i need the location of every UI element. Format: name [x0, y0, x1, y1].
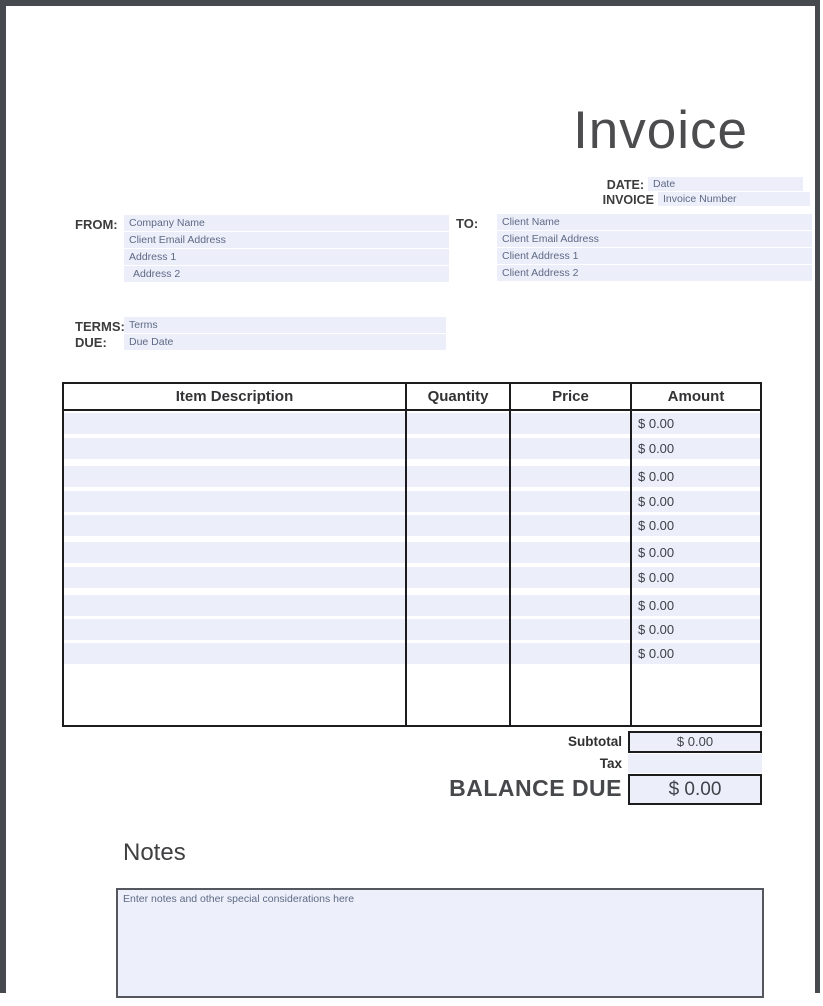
table-row: $ 0.00 — [64, 491, 760, 512]
terms-input[interactable] — [124, 317, 446, 333]
quantity-cell[interactable] — [407, 438, 509, 459]
amount-cell[interactable]: $ 0.00 — [632, 413, 760, 434]
price-cell[interactable] — [511, 438, 630, 459]
quantity-cell[interactable] — [407, 466, 509, 487]
amount-cell[interactable]: $ 0.00 — [632, 619, 760, 640]
line-items-table: Item Description Quantity Price Amount $… — [62, 382, 762, 727]
subtotal-value: $ 0.00 — [628, 731, 762, 753]
item-description-cell[interactable] — [64, 542, 405, 563]
quantity-cell[interactable] — [407, 643, 509, 664]
from-address2-input[interactable] — [124, 266, 449, 282]
page-title: Invoice — [573, 101, 748, 160]
to-address2-input[interactable] — [497, 265, 812, 281]
table-body: $ 0.00 $ 0.00 $ 0.00 $ 0.00 — [64, 411, 760, 725]
quantity-cell[interactable] — [407, 619, 509, 640]
price-cell[interactable] — [511, 466, 630, 487]
item-description-cell[interactable] — [64, 515, 405, 536]
price-cell[interactable] — [511, 491, 630, 512]
due-label: DUE: — [75, 335, 107, 350]
to-address1-input[interactable] — [497, 248, 812, 264]
notes-title: Notes — [123, 839, 186, 866]
date-label: DATE: — [606, 178, 644, 192]
from-fields — [124, 215, 449, 282]
item-description-cell[interactable] — [64, 438, 405, 459]
header-divider — [64, 409, 760, 411]
table-row: $ 0.00 — [64, 413, 760, 434]
subtotal-label: Subtotal — [568, 734, 622, 749]
notes-textarea[interactable] — [116, 888, 764, 998]
item-description-cell[interactable] — [64, 567, 405, 588]
column-divider — [509, 384, 511, 725]
column-divider — [405, 384, 407, 725]
column-divider — [630, 384, 632, 725]
price-cell[interactable] — [511, 413, 630, 434]
item-description-cell[interactable] — [64, 413, 405, 434]
item-description-cell[interactable] — [64, 595, 405, 616]
to-client-name-input[interactable] — [497, 214, 812, 230]
price-cell[interactable] — [511, 515, 630, 536]
quantity-cell[interactable] — [407, 567, 509, 588]
table-row: $ 0.00 — [64, 515, 760, 536]
amount-cell[interactable]: $ 0.00 — [632, 491, 760, 512]
quantity-cell[interactable] — [407, 595, 509, 616]
header-item-description: Item Description — [175, 388, 294, 405]
price-cell[interactable] — [511, 567, 630, 588]
amount-cell[interactable]: $ 0.00 — [632, 567, 760, 588]
table-row: $ 0.00 — [64, 643, 760, 664]
to-fields — [497, 214, 812, 281]
header-price: Price — [552, 388, 589, 405]
table-row: $ 0.00 — [64, 466, 760, 487]
header-quantity: Quantity — [427, 388, 489, 405]
amount-cell[interactable]: $ 0.00 — [632, 515, 760, 536]
item-description-cell[interactable] — [64, 619, 405, 640]
terms-label: TERMS: — [75, 319, 125, 334]
item-description-cell[interactable] — [64, 643, 405, 664]
price-cell[interactable] — [511, 595, 630, 616]
table-row: $ 0.00 — [64, 619, 760, 640]
amount-cell[interactable]: $ 0.00 — [632, 466, 760, 487]
table-row: $ 0.00 — [64, 567, 760, 588]
table-row: $ 0.00 — [64, 595, 760, 616]
item-description-cell[interactable] — [64, 466, 405, 487]
tax-input-box[interactable] — [628, 754, 762, 773]
table-row: $ 0.00 — [64, 438, 760, 459]
quantity-cell[interactable] — [407, 413, 509, 434]
item-description-cell[interactable] — [64, 491, 405, 512]
amount-cell[interactable]: $ 0.00 — [632, 643, 760, 664]
quantity-cell[interactable] — [407, 491, 509, 512]
invoice-number-label: INVOICE — [602, 193, 654, 207]
amount-cell[interactable]: $ 0.00 — [632, 595, 760, 616]
invoice-number-input[interactable] — [658, 192, 810, 206]
balance-due-label: BALANCE DUE — [449, 775, 622, 801]
balance-due-value: $ 0.00 — [628, 774, 762, 805]
price-cell[interactable] — [511, 542, 630, 563]
tax-label: Tax — [599, 756, 622, 771]
header-amount: Amount — [667, 388, 725, 405]
from-email-input[interactable] — [124, 232, 449, 248]
quantity-cell[interactable] — [407, 515, 509, 536]
price-cell[interactable] — [511, 619, 630, 640]
table-row: $ 0.00 — [64, 542, 760, 563]
from-company-name-input[interactable] — [124, 215, 449, 231]
price-cell[interactable] — [511, 643, 630, 664]
to-label: TO: — [456, 216, 479, 231]
from-label: FROM: — [75, 217, 118, 232]
amount-cell[interactable]: $ 0.00 — [632, 542, 760, 563]
from-address1-input[interactable] — [124, 249, 449, 265]
due-date-input[interactable] — [124, 334, 446, 350]
quantity-cell[interactable] — [407, 542, 509, 563]
date-input[interactable] — [648, 177, 803, 191]
amount-cell[interactable]: $ 0.00 — [632, 438, 760, 459]
to-email-input[interactable] — [497, 231, 812, 247]
